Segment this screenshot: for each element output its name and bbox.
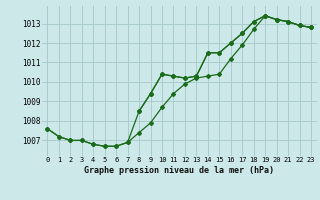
X-axis label: Graphe pression niveau de la mer (hPa): Graphe pression niveau de la mer (hPa) <box>84 166 274 175</box>
